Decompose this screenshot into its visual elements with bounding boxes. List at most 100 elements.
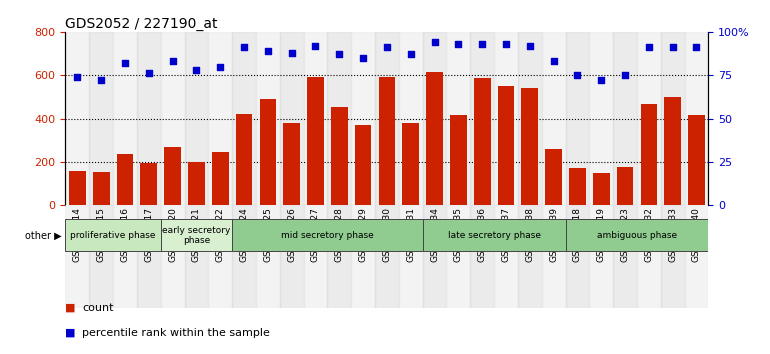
Text: GSM109832: GSM109832 [644, 207, 654, 262]
Bar [375, 205, 399, 308]
Bar [113, 205, 137, 308]
Text: GSM109830: GSM109830 [383, 207, 391, 262]
Bar [497, 86, 514, 205]
Bar [447, 205, 470, 308]
Text: GSM109822: GSM109822 [216, 207, 225, 262]
Bar [351, 205, 375, 308]
Point [310, 43, 322, 48]
Bar [232, 32, 256, 205]
FancyBboxPatch shape [423, 219, 565, 251]
Bar [542, 205, 565, 308]
Text: GSM109825: GSM109825 [263, 207, 273, 262]
Point [71, 74, 83, 80]
Text: GSM109827: GSM109827 [311, 207, 320, 262]
Bar [470, 205, 494, 308]
Bar [188, 162, 205, 205]
Point [286, 50, 298, 56]
Bar [140, 163, 157, 205]
Bar [89, 205, 113, 308]
Text: mid secretory phase: mid secretory phase [281, 231, 373, 240]
FancyBboxPatch shape [65, 219, 161, 251]
Bar [236, 114, 253, 205]
Text: late secretory phase: late secretory phase [447, 231, 541, 240]
Text: GSM109814: GSM109814 [73, 207, 82, 262]
Point [428, 39, 440, 45]
Bar [565, 205, 589, 308]
FancyBboxPatch shape [565, 219, 708, 251]
Bar [209, 205, 232, 308]
Point [404, 52, 417, 57]
Point [95, 78, 107, 83]
Bar [494, 32, 518, 205]
Bar [545, 149, 562, 205]
Text: GSM109820: GSM109820 [168, 207, 177, 262]
Text: GSM109838: GSM109838 [525, 207, 534, 262]
Bar [69, 171, 85, 205]
Text: GSM109833: GSM109833 [668, 207, 677, 262]
Text: GSM109834: GSM109834 [430, 207, 439, 262]
Text: GSM109828: GSM109828 [335, 207, 343, 262]
Bar [375, 32, 399, 205]
Bar [209, 32, 232, 205]
Bar [379, 78, 395, 205]
Text: ambiguous phase: ambiguous phase [597, 231, 677, 240]
Point [214, 64, 226, 69]
Bar [327, 205, 351, 308]
Text: proliferative phase: proliferative phase [70, 231, 156, 240]
Bar [589, 32, 613, 205]
Bar [641, 104, 658, 205]
Bar [185, 205, 209, 308]
Point [262, 48, 274, 54]
Bar [661, 32, 685, 205]
Bar [232, 205, 256, 308]
Bar [589, 205, 613, 308]
Text: GSM109819: GSM109819 [597, 207, 606, 262]
Bar [259, 99, 276, 205]
Bar [116, 154, 133, 205]
Bar [613, 32, 637, 205]
Point [500, 41, 512, 47]
Bar [161, 32, 185, 205]
Point [333, 52, 346, 57]
Text: GSM109816: GSM109816 [120, 207, 129, 262]
Bar [256, 205, 280, 308]
Bar [427, 72, 443, 205]
Bar [423, 32, 447, 205]
Bar [185, 32, 209, 205]
Bar [518, 205, 542, 308]
Bar [474, 79, 490, 205]
Bar [256, 32, 280, 205]
Text: GSM109817: GSM109817 [144, 207, 153, 262]
FancyBboxPatch shape [232, 219, 423, 251]
Text: GSM109837: GSM109837 [501, 207, 511, 262]
Text: GDS2052 / 227190_at: GDS2052 / 227190_at [65, 17, 218, 31]
Point [691, 45, 703, 50]
Text: GSM109824: GSM109824 [239, 207, 249, 262]
Point [238, 45, 250, 50]
Text: GSM109831: GSM109831 [407, 207, 415, 262]
Text: GSM109821: GSM109821 [192, 207, 201, 262]
Point [142, 71, 155, 76]
Bar [688, 115, 705, 205]
Point [119, 60, 131, 66]
Point [524, 43, 536, 48]
Bar [542, 32, 565, 205]
Text: GSM109826: GSM109826 [287, 207, 296, 262]
FancyBboxPatch shape [161, 219, 232, 251]
Text: GSM109836: GSM109836 [477, 207, 487, 262]
Bar [565, 32, 589, 205]
Bar [494, 205, 518, 308]
Text: GSM109840: GSM109840 [692, 207, 701, 262]
Bar [355, 125, 371, 205]
Text: ■: ■ [65, 303, 76, 313]
Bar [685, 32, 708, 205]
Bar [303, 205, 327, 308]
Text: GSM109839: GSM109839 [549, 207, 558, 262]
Point [667, 45, 679, 50]
Bar [685, 205, 708, 308]
Point [547, 58, 560, 64]
Bar [518, 32, 542, 205]
Bar [661, 205, 685, 308]
Bar [637, 32, 661, 205]
Bar [351, 32, 375, 205]
